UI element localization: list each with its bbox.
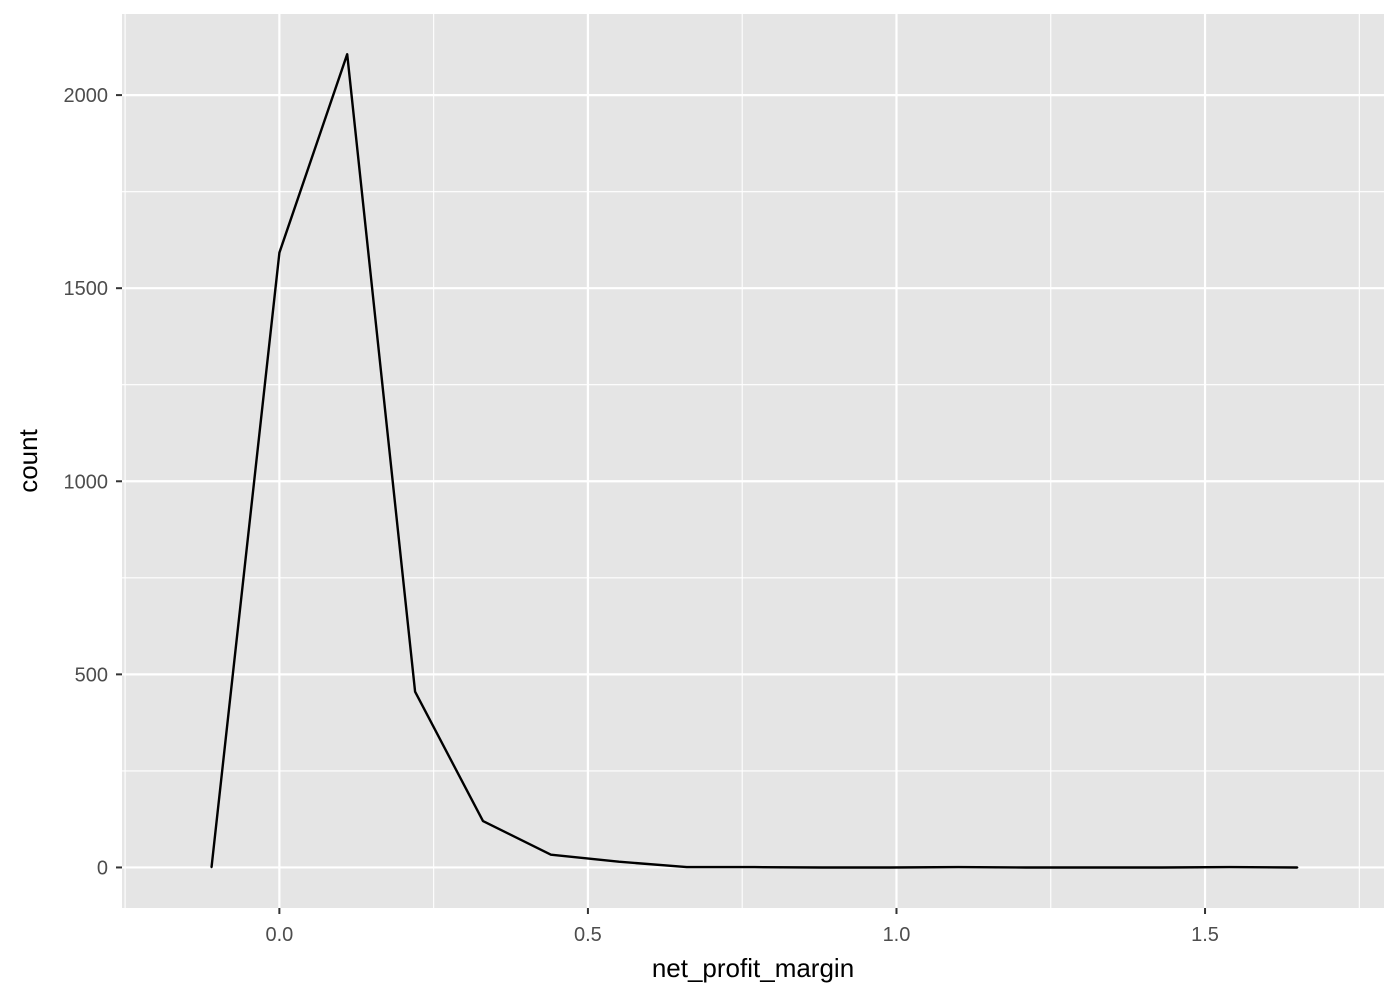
y-tick-label: 1000 [64,471,109,493]
data-point [1161,866,1163,869]
data-point [1296,866,1299,869]
x-tick-label: 1.0 [883,924,911,946]
y-axis-ticks: 0 500 1000 1500 2000 [64,85,122,879]
data-point [889,866,892,869]
data-point [278,251,281,254]
data-point [753,866,756,868]
data-point [550,853,552,856]
x-tick-label: 0.0 [265,924,293,946]
data-point [821,866,824,869]
data-point [210,866,213,869]
x-axis-ticks: 0.0 0.5 1.0 1.5 [265,908,1219,946]
data-point [957,866,959,868]
y-axis-title: count [13,428,43,492]
data-point [482,820,484,822]
data-point [1093,866,1095,869]
y-tick-label: 500 [75,664,108,686]
data-point [1025,866,1027,869]
data-point [1228,866,1231,868]
data-point [346,53,349,55]
x-tick-label: 0.5 [574,924,602,946]
y-tick-label: 1500 [64,278,109,300]
y-tick-label: 0 [97,857,108,879]
minor-gridlines [122,14,1384,908]
data-point [617,860,620,863]
x-tick-label: 1.5 [1191,924,1219,946]
y-tick-label: 2000 [64,85,109,107]
data-point [685,866,688,868]
plot-panel [122,14,1384,908]
series-layer [210,53,1299,869]
x-axis-title: net_profit_margin [652,953,854,983]
data-point [414,690,416,693]
